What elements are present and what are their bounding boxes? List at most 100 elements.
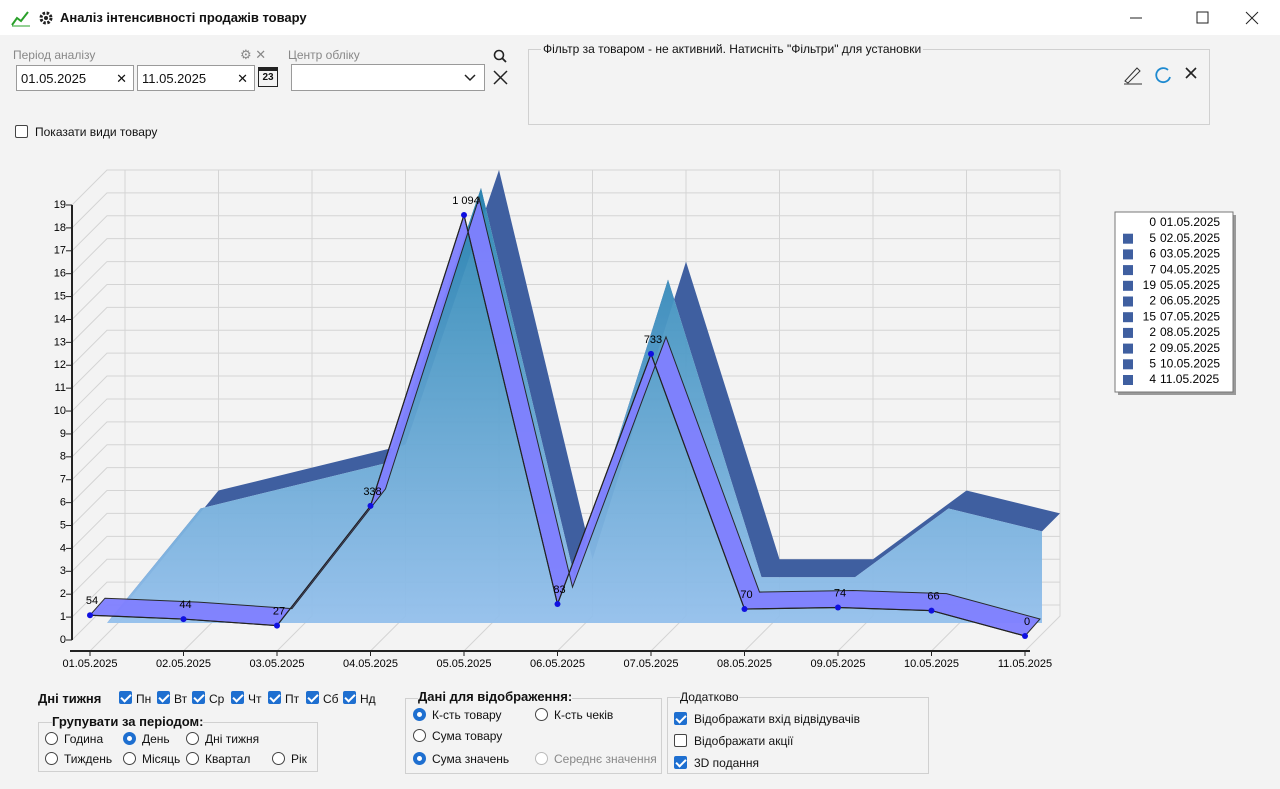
weekday-checkbox[interactable]: [306, 691, 319, 704]
weekday-checkbox[interactable]: [192, 691, 205, 704]
legend-value: 5: [1149, 356, 1156, 370]
value-label: 0: [1024, 616, 1030, 628]
y-tick-label: 7: [60, 474, 66, 486]
grouping-radio[interactable]: [123, 752, 136, 765]
date-to-text: 11.05.2025: [142, 71, 206, 86]
y-tick-label: 5: [60, 519, 66, 531]
y-tick-label: 14: [54, 313, 66, 325]
weekdays-label: Дні тижня: [38, 691, 101, 706]
x-tick-label: 06.05.2025: [530, 658, 585, 670]
grouping-option: День: [142, 732, 170, 746]
x-tick-label: 03.05.2025: [249, 658, 304, 670]
grouping-radio[interactable]: [186, 752, 199, 765]
y-tick-label: 15: [54, 290, 66, 302]
x-tick-label: 01.05.2025: [62, 658, 117, 670]
extra-checkbox[interactable]: [674, 734, 687, 747]
grid-line: [72, 262, 1060, 297]
legend-label: 07.05.2025: [1160, 309, 1220, 323]
y-tick-label: 3: [60, 565, 66, 577]
y-tick-label: 2: [60, 588, 66, 600]
grouping-option: Місяць: [142, 752, 180, 766]
grid-line: [72, 193, 1060, 228]
grouping-radio[interactable]: [45, 752, 58, 765]
legend-label: 08.05.2025: [1160, 325, 1220, 339]
x-tick-label: 05.05.2025: [436, 658, 491, 670]
y-tick-label: 0: [60, 634, 66, 646]
display-radio[interactable]: [535, 708, 548, 721]
y-tick-label: 19: [54, 199, 66, 211]
value-label: 338: [363, 486, 381, 498]
legend-label: 05.05.2025: [1160, 278, 1220, 292]
weekday-label: Вт: [174, 692, 187, 706]
chart: 01234567891011121314151617181901.05.2025…: [0, 150, 1280, 680]
weekday-checkbox[interactable]: [119, 691, 132, 704]
legend-label: 02.05.2025: [1160, 231, 1220, 245]
weekday-checkbox[interactable]: [268, 691, 281, 704]
y-tick-label: 1: [60, 611, 66, 623]
point: [181, 616, 187, 622]
grouping-radio[interactable]: [123, 732, 136, 745]
y-tick-label: 18: [54, 222, 66, 234]
legend-value: 4: [1149, 372, 1156, 386]
weekday-checkbox[interactable]: [231, 691, 244, 704]
weekday-label: Пн: [136, 692, 151, 706]
y-tick-label: 10: [54, 405, 66, 417]
y-tick-label: 4: [60, 542, 66, 554]
value-label: 83: [553, 584, 565, 596]
point: [648, 351, 654, 357]
grid-line: [72, 353, 1060, 388]
window-title: Аналіз інтенсивності продажів товару: [60, 10, 307, 25]
calendar-button[interactable]: 23: [258, 67, 278, 87]
extra-option: 3D подання: [694, 756, 759, 770]
display-option: Сума значень: [432, 752, 509, 766]
weekday-label: Чт: [248, 692, 262, 706]
grid-line: [72, 307, 1060, 342]
value-label: 54: [86, 595, 98, 607]
x-tick-label: 09.05.2025: [810, 658, 865, 670]
period-icons[interactable]: ⚙ ✕: [240, 47, 266, 63]
center-select[interactable]: [291, 64, 485, 91]
grouping-radio[interactable]: [45, 732, 58, 745]
legend-swatch: [1123, 328, 1133, 338]
legend-value: 0: [1149, 215, 1156, 229]
legend-value: 6: [1149, 247, 1156, 261]
grouping-radio[interactable]: [186, 732, 199, 745]
display-option: К-сть чеків: [554, 708, 613, 722]
weekday-checkbox[interactable]: [157, 691, 170, 704]
legend-label: 09.05.2025: [1160, 341, 1220, 355]
value-label: 27: [273, 606, 285, 618]
display-radio[interactable]: [413, 708, 426, 721]
product-filter-box: [528, 49, 1210, 125]
grouping-radio[interactable]: [272, 752, 285, 765]
x-tick-label: 07.05.2025: [623, 658, 678, 670]
period-label: Період аналізу: [13, 48, 95, 62]
y-tick-label: 13: [54, 336, 66, 348]
value-label: 44: [179, 599, 191, 611]
x-tick-label: 04.05.2025: [343, 658, 398, 670]
grid-line: [72, 170, 1060, 205]
window-buttons[interactable]: [1130, 10, 1270, 26]
display-radio[interactable]: [413, 729, 426, 742]
y-tick-label: 11: [55, 382, 66, 394]
legend-label: 10.05.2025: [1160, 356, 1220, 370]
point: [461, 212, 467, 218]
display-radio[interactable]: [535, 752, 548, 765]
display-radio[interactable]: [413, 752, 426, 765]
display-label: Дані для відображення:: [418, 689, 572, 704]
show-types-checkbox[interactable]: [15, 125, 28, 138]
legend-value: 2: [1149, 325, 1156, 339]
date-to[interactable]: 11.05.2025✕: [137, 65, 255, 91]
extra-checkbox[interactable]: [674, 756, 687, 769]
display-option: Середнє значення: [554, 752, 657, 766]
legend-label: 06.05.2025: [1160, 294, 1220, 308]
legend-swatch: [1123, 249, 1133, 259]
y-tick-label: 9: [60, 428, 66, 440]
date-from[interactable]: 01.05.2025✕: [16, 65, 134, 91]
grouping-option: Година: [64, 732, 103, 746]
filter-buttons[interactable]: [1122, 63, 1202, 85]
weekday-checkbox[interactable]: [343, 691, 356, 704]
extra-checkbox[interactable]: [674, 712, 687, 725]
settings-icon[interactable]: [38, 10, 54, 26]
search-clear[interactable]: [492, 48, 510, 88]
